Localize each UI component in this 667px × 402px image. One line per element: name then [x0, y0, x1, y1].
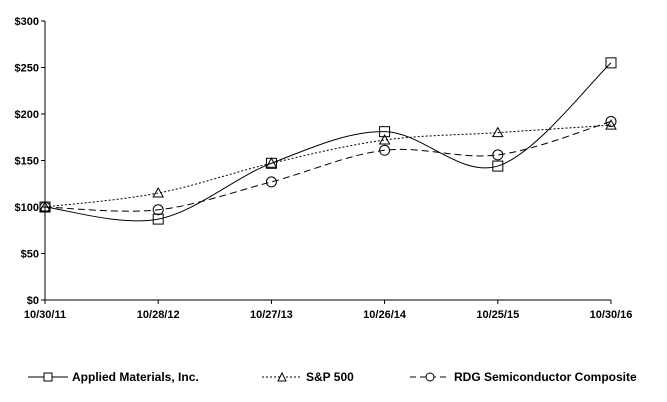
x-tick-label: 10/30/16: [590, 309, 633, 321]
legend-triangle-marker-icon: [262, 371, 302, 382]
x-tick-label: 10/28/12: [137, 309, 180, 321]
data-point-square: [379, 126, 391, 138]
legend-label: RDG Semiconductor Composite: [454, 370, 637, 384]
x-tick-label: 10/30/11: [24, 309, 66, 321]
x-tick-label: 10/26/14: [363, 309, 407, 321]
y-tick-label: $100: [15, 202, 39, 214]
legend-label: Applied Materials, Inc.: [72, 370, 199, 384]
y-tick-label: $0: [27, 295, 39, 307]
data-point-circle: [379, 144, 391, 156]
legend-item-rdg: RDG Semiconductor Composite: [410, 370, 637, 384]
data-point-square: [492, 160, 504, 172]
line-chart: $0 $50 $100 $150 $200 $250 $300 10/30/11 10/28/1…: [15, 16, 633, 321]
legend-item-sp500: S&P 500: [262, 370, 354, 384]
data-point-circle: [492, 149, 504, 161]
data-point-triangle: [265, 157, 278, 168]
data-point-circle: [39, 201, 51, 213]
data-point-triangle: [39, 200, 51, 212]
legend-square-marker-icon: [28, 372, 68, 382]
x-tick-label: 10/25/15: [476, 309, 519, 321]
legend-label: S&P 500: [306, 370, 354, 384]
data-point-square: [152, 213, 164, 225]
legend-circle-marker-icon: [410, 372, 450, 382]
data-point-triangle: [605, 119, 617, 130]
y-tick-label: $150: [15, 156, 39, 168]
data-point-circle: [152, 204, 164, 216]
data-point-triangle: [491, 126, 504, 138]
legend: Applied Materials, Inc. S&P 500 RDG Semi…: [0, 370, 667, 390]
x-tick-label: 10/27/13: [250, 309, 293, 321]
y-tick-label: $50: [21, 249, 39, 261]
legend-item-applied-materials: Applied Materials, Inc.: [28, 370, 199, 384]
data-point-circle: [605, 115, 617, 127]
y-tick-label: $250: [15, 63, 39, 75]
series-line-2: [44, 120, 612, 212]
series-line-1: [44, 124, 612, 208]
y-tick-label: $300: [15, 16, 39, 28]
data-point-triangle: [378, 134, 391, 145]
y-tick-label: $200: [15, 109, 39, 121]
data-point-square: [605, 57, 617, 69]
data-point-triangle: [152, 187, 165, 198]
data-point-circle: [265, 176, 277, 188]
